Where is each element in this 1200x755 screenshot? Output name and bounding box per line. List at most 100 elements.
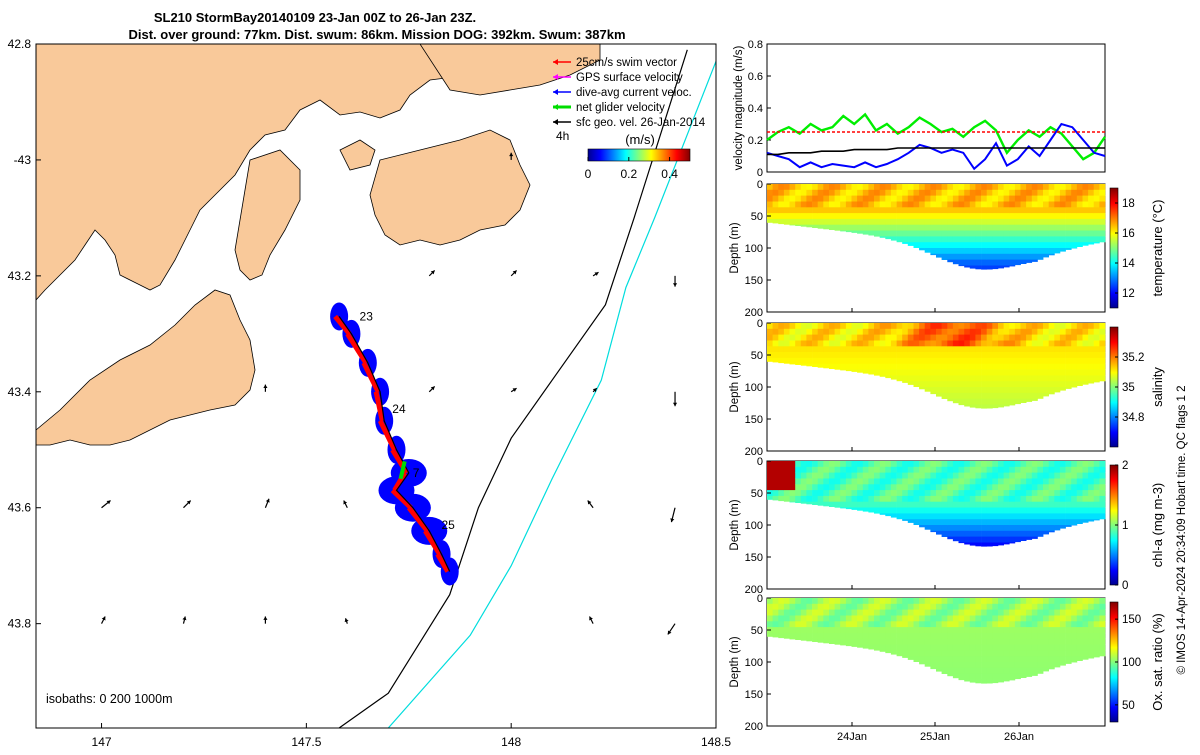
section-cell [1043,236,1049,242]
section-ylabel-2: Depth (m) [729,499,741,550]
section-cell [987,461,993,467]
section-cell [1015,662,1021,668]
section-cell [897,219,903,225]
section-cell [874,621,880,627]
section-cell [942,329,948,335]
section-cell [1071,213,1077,219]
section-cell [902,358,908,364]
section-cell [880,610,886,616]
section-cell [1060,202,1066,208]
section-cell [806,473,812,479]
section-cell [818,364,824,368]
section-cell [812,352,818,358]
section-cell [959,381,965,387]
section-cell [846,639,852,645]
section-cell [846,207,852,213]
section-cell [784,633,790,639]
section-cell [778,610,784,616]
section-cell [970,479,976,485]
section-cell [914,190,920,196]
section-cell [795,358,801,364]
section-cell [1021,650,1027,656]
section-cell [953,502,959,508]
section-cell [1049,662,1055,668]
section-cell [1088,219,1094,225]
section-cell [1049,467,1055,473]
section-cell [868,479,874,485]
section-cell [1088,513,1094,519]
section-cell [992,484,998,490]
section-cell [925,323,931,329]
section-cell [1071,335,1077,341]
section-cell [1066,473,1072,479]
section-cell [823,323,829,329]
section-cell [1043,207,1049,213]
section-cell [998,184,1004,190]
section-cell [891,490,897,496]
section-cell [891,479,897,485]
section-cell [835,358,841,364]
section-cell [1099,231,1105,237]
section-cell [987,364,993,370]
section-cell [925,202,931,208]
section-cell [1083,656,1089,660]
section-cell [1099,513,1105,519]
section-cell [1071,496,1077,502]
section-cell [1083,341,1089,347]
section-cell [897,633,903,639]
section-cell [970,323,976,329]
section-cell [1004,202,1010,208]
section-cell [970,668,976,674]
section-cell [942,213,948,219]
section-cell [795,484,801,490]
section-cell [773,207,779,213]
section-cell [1083,213,1089,219]
colorbar-tick-label-2: 0.4 [661,167,678,181]
section-cell [857,627,863,633]
section-cell [1015,598,1021,604]
section-cell [1071,639,1077,645]
section-cell [919,604,925,610]
section-cell [953,645,959,651]
section-cell [840,621,846,627]
section-cell [1049,650,1055,656]
section-cell [835,616,841,622]
section-cell [1021,242,1027,248]
section-cell [829,184,835,190]
section-cell [1071,352,1077,358]
section-cell [908,329,914,335]
section-cell [1088,656,1094,658]
section-cell [778,490,784,496]
section-cell [981,393,987,399]
section-cell [846,473,852,479]
section-cell [1066,341,1072,347]
section-cell [880,461,886,467]
section-cell [1037,341,1043,347]
velocity-frame [767,44,1105,172]
section-cell [959,184,965,190]
section-cell [846,598,852,604]
section-cell [1043,502,1049,508]
section-cell [1066,329,1072,335]
section-cell [964,202,970,208]
section-cell [897,484,903,490]
section-cell [914,645,920,651]
section-cell [1021,236,1027,242]
section-cell [1004,196,1010,202]
section-cell [987,405,993,409]
section-cell [942,323,948,329]
section-cell [947,525,953,531]
section-cell [1094,323,1100,329]
section-cell [1060,650,1066,656]
section-cell [1066,335,1072,341]
section-cell [778,196,784,202]
section-cell [992,656,998,662]
section-cell [970,242,976,248]
section-cell [914,616,920,622]
section-cell [840,219,846,225]
section-cell [1077,375,1083,381]
section-cell [835,207,841,213]
section-cell [987,650,993,656]
section-cell [947,236,953,242]
section-cell [806,213,812,219]
